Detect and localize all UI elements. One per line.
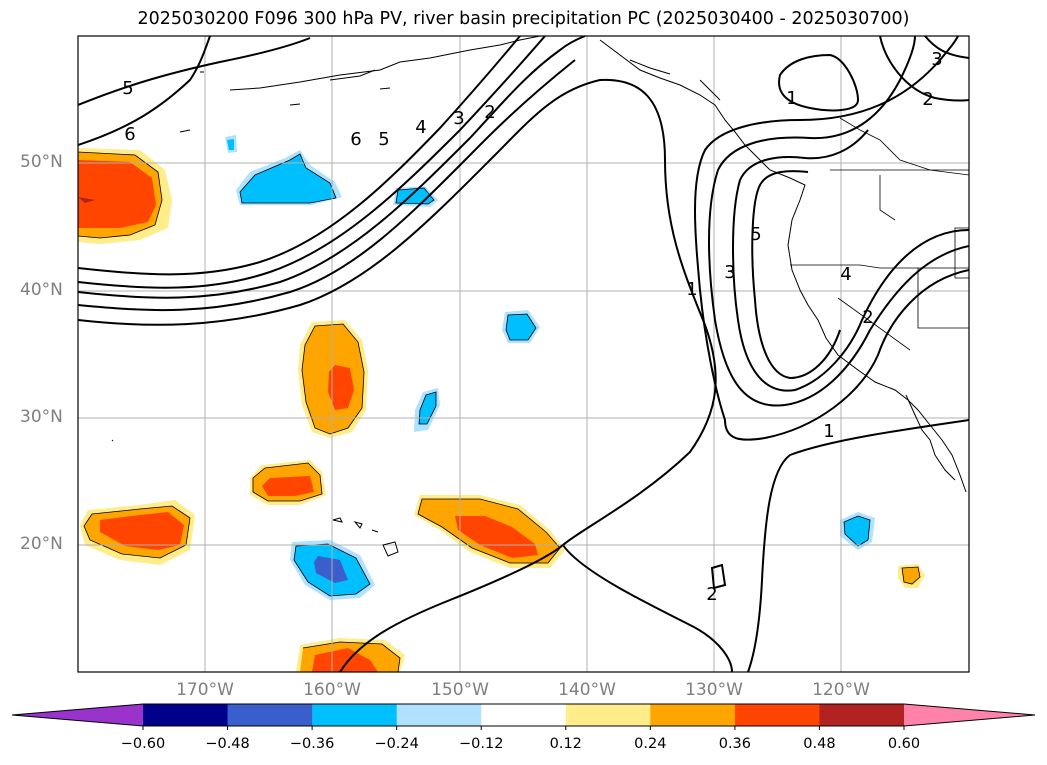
contour-label: 3 xyxy=(931,49,942,70)
lon-label-140w: 140°W xyxy=(558,680,616,700)
colorbar-segment xyxy=(143,704,229,726)
lon-label-130w: 130°W xyxy=(685,680,743,700)
lon-label-160w: 160°W xyxy=(303,680,361,700)
colorbar-tick-label: 0.48 xyxy=(803,736,836,752)
graticule xyxy=(78,36,969,672)
colorbar-segment xyxy=(396,704,482,726)
colorbar-tick-label: −0.12 xyxy=(459,736,504,752)
contour-label: 5 xyxy=(750,224,761,245)
colorbar-extend-low xyxy=(12,704,143,726)
colorbar-tick-label: 0.12 xyxy=(549,736,582,752)
colorbar-segment xyxy=(734,704,820,726)
contour-label: 3 xyxy=(453,108,464,129)
lat-label-40n: 40°N xyxy=(20,280,63,300)
colorbar-tick-label: −0.24 xyxy=(374,736,419,752)
colorbar-extend-high xyxy=(904,704,1035,726)
lat-label-20n: 20°N xyxy=(20,534,63,554)
contour-label: 1 xyxy=(686,279,697,300)
colorbar-tick-label: −0.36 xyxy=(289,736,335,752)
chart-title: 2025030200 F096 300 hPa PV, river basin … xyxy=(137,9,910,29)
contour-label: 2 xyxy=(484,102,495,123)
colorbar-segment xyxy=(481,704,567,726)
colorbar xyxy=(11,703,1036,730)
contour-label: 1 xyxy=(823,421,834,442)
contour-label: 6 xyxy=(124,124,135,145)
colorbar-tick-label: −0.48 xyxy=(205,736,250,752)
coastlines xyxy=(111,36,969,557)
precip-negative-shading xyxy=(225,135,875,600)
colorbar-segment xyxy=(227,704,313,726)
map-area xyxy=(78,36,969,672)
lon-label-120w: 120°W xyxy=(812,680,870,700)
contour-label: 5 xyxy=(378,129,389,150)
contour-label: 4 xyxy=(415,117,426,138)
colorbar-tick-label: 0.24 xyxy=(634,736,667,752)
lat-label-50n: 50°N xyxy=(20,152,63,172)
lon-label-170w: 170°W xyxy=(176,680,234,700)
lon-label-150w: 150°W xyxy=(431,680,489,700)
colorbar-segment xyxy=(650,704,736,726)
contour-label: 4 xyxy=(840,264,851,285)
contour-label: 2 xyxy=(922,89,933,110)
colorbar-tick-label: 0.60 xyxy=(887,736,921,752)
lat-label-30n: 30°N xyxy=(20,407,63,427)
colorbar-tick-label: 0.36 xyxy=(718,736,752,752)
precip-outlines xyxy=(78,151,921,672)
precip-positive-shading xyxy=(78,148,925,672)
map-frame xyxy=(77,35,970,673)
contour-label: 2 xyxy=(862,307,873,328)
colorbar-segment xyxy=(565,704,651,726)
contour-label: 5 xyxy=(122,78,133,99)
pv-contours xyxy=(78,36,969,672)
contour-label: 1 xyxy=(786,88,797,109)
contour-label: 6 xyxy=(350,129,361,150)
colorbar-segment xyxy=(312,704,398,726)
colorbar-segment xyxy=(819,704,905,726)
contour-label: 2 xyxy=(706,584,717,605)
contour-label: 3 xyxy=(724,262,735,283)
colorbar-tick-label: −0.60 xyxy=(120,736,166,752)
pv-contour-labels: 5 6 6 5 4 3 2 1 1 2 3 5 4 2 1 2 2 3 xyxy=(122,49,942,605)
